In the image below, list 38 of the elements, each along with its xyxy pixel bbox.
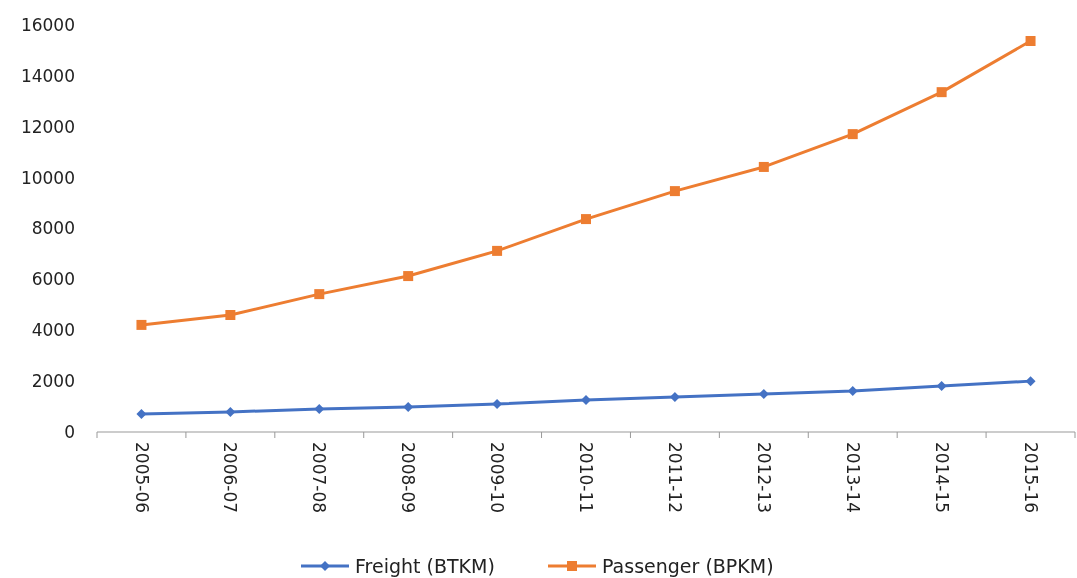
- y-tick-label: 14000: [20, 65, 75, 86]
- point: [758, 161, 769, 172]
- y-tick-label: 4000: [31, 320, 75, 341]
- y-tick-label: 8000: [31, 218, 75, 239]
- point: [403, 271, 414, 282]
- x-tick-label: 2011-12: [664, 442, 685, 514]
- legend-label: Passenger (BPKM): [602, 554, 774, 577]
- x-tick-label: 2015-16: [1020, 442, 1041, 514]
- point: [847, 129, 858, 140]
- legend-label: Freight (BTKM): [355, 554, 495, 577]
- point: [581, 394, 591, 405]
- x-tick-label: 2005-06: [131, 442, 152, 514]
- point: [136, 319, 147, 330]
- point: [492, 245, 503, 256]
- y-tick-label: 6000: [31, 269, 75, 290]
- point: [1025, 376, 1036, 387]
- x-tick-label: 2013-14: [842, 442, 863, 514]
- y-tick-label: 16000: [20, 14, 75, 35]
- point: [225, 309, 236, 320]
- point: [225, 406, 236, 417]
- y-tick-label: 0: [64, 421, 75, 442]
- point: [314, 289, 325, 300]
- x-tick-label: 2012-13: [753, 442, 774, 514]
- x-tick-label: 2008-09: [398, 442, 419, 514]
- y-tick-label: 2000: [31, 371, 75, 392]
- point: [136, 408, 147, 419]
- x-tick-label: 2014-15: [931, 442, 952, 514]
- point: [1025, 36, 1036, 47]
- y-tick-label: 10000: [20, 167, 75, 188]
- x-tick-label: 2006-07: [220, 442, 241, 514]
- point: [581, 214, 591, 225]
- x-tick-label: 2007-08: [309, 442, 330, 514]
- point: [936, 380, 947, 391]
- x-tick-label: 2009-10: [487, 442, 508, 514]
- point: [936, 87, 947, 98]
- point: [669, 186, 680, 197]
- x-tick-label: 2010-11: [576, 442, 597, 514]
- y-tick-label: 12000: [20, 116, 75, 137]
